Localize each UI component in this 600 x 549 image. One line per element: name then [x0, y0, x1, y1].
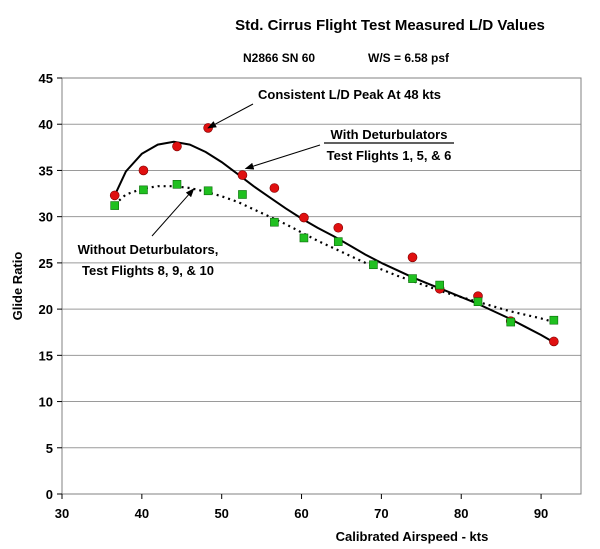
data-point-with-deturbulators: [237, 170, 248, 180]
y-axis-title: Glide Ratio: [10, 252, 25, 321]
annotation-arrow: [151, 188, 195, 237]
data-point-with-deturbulators: [333, 222, 344, 233]
data-point-with-deturbulators: [269, 183, 280, 193]
annotation-label: Test Flights 1, 5, & 6: [327, 148, 452, 163]
data-point-with-deturbulators: [549, 336, 559, 347]
data-point-with-deturbulators: [299, 212, 309, 223]
y-tick-label: 10: [39, 395, 53, 410]
annotation-arrow: [207, 103, 254, 129]
wing-loading: W/S = 6.58 psf: [368, 51, 450, 65]
data-point-without-deturbulators: [238, 190, 247, 199]
x-tick-label: 60: [294, 506, 308, 521]
data-point-with-deturbulators: [407, 252, 418, 263]
data-point-without-deturbulators: [473, 297, 483, 307]
annotation-arrow: [244, 144, 321, 170]
data-point-with-deturbulators: [109, 190, 120, 201]
annotation-label: Test Flights 8, 9, & 10: [82, 263, 214, 278]
chart-title: Std. Cirrus Flight Test Measured L/D Val…: [235, 17, 545, 34]
x-axis-title: Calibrated Airspeed - kts: [336, 529, 489, 544]
data-point-without-deturbulators: [333, 237, 343, 246]
grid-lines: [62, 123, 581, 449]
x-tick-label: 80: [454, 506, 468, 521]
annotations: Consistent L/D Peak At 48 kts With Deturb…: [78, 87, 454, 278]
y-axis-ticks: 0 5 10 15 20 25 30 35 40 45: [39, 71, 62, 502]
data-point-with-deturbulators: [138, 165, 149, 176]
data-point-without-deturbulators: [408, 274, 417, 283]
annotation-label: With Deturbulators: [331, 127, 448, 142]
y-tick-label: 35: [39, 163, 53, 178]
trend-line-with-deturbulators: [113, 140, 555, 344]
data-point-without-deturbulators: [139, 185, 148, 195]
data-point-without-deturbulators: [203, 186, 213, 196]
x-axis-ticks: 30 40 50 60 70 80 90: [55, 494, 548, 521]
annotation-label: Consistent L/D Peak At 48 kts: [258, 87, 441, 102]
data-point-without-deturbulators: [299, 233, 309, 243]
y-tick-label: 45: [39, 71, 53, 86]
data-point-without-deturbulators: [110, 201, 119, 210]
plot-frame: [61, 77, 582, 495]
y-tick-label: 40: [39, 117, 53, 132]
annotation-label: Without Deturbulators,: [78, 242, 219, 257]
data-point-without-deturbulators: [172, 180, 182, 189]
y-tick-label: 25: [39, 256, 53, 271]
x-tick-label: 70: [374, 506, 388, 521]
x-tick-label: 90: [534, 506, 548, 521]
data-point-without-deturbulators: [369, 260, 378, 270]
aircraft-id: N2866 SN 60: [243, 51, 315, 65]
data-point-without-deturbulators: [549, 315, 559, 325]
data-point-without-deturbulators: [506, 317, 516, 327]
y-tick-label: 20: [39, 302, 53, 317]
x-tick-label: 40: [135, 506, 149, 521]
x-tick-label: 50: [214, 506, 228, 521]
data-point-without-deturbulators: [270, 217, 279, 227]
trend-lines: [113, 140, 555, 344]
y-tick-label: 15: [39, 348, 53, 363]
data-point-without-deturbulators: [435, 280, 444, 290]
y-tick-label: 0: [46, 487, 53, 502]
x-tick-label: 30: [55, 506, 69, 521]
y-tick-label: 5: [46, 441, 53, 456]
data-point-with-deturbulators: [172, 141, 182, 152]
y-tick-label: 30: [39, 210, 53, 225]
